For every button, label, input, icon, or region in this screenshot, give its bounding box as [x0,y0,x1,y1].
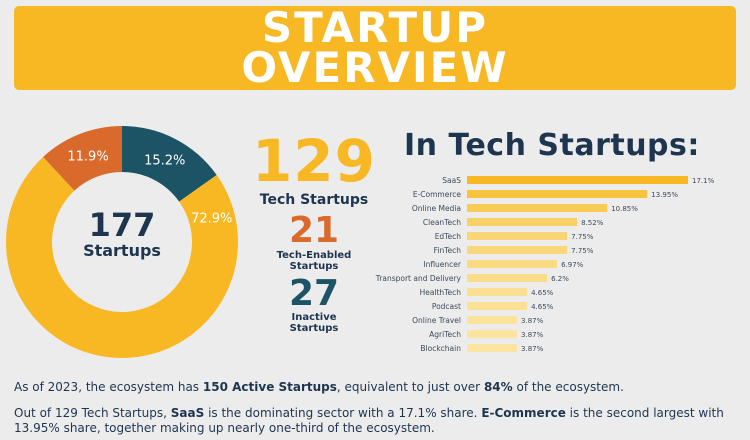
bar-transport-and-delivery [467,274,548,282]
title-banner: STARTUP OVERVIEW [14,6,736,90]
bar-value-label: 6.2% [551,275,569,283]
bar-value-label: 7.75% [571,247,594,255]
p2-ecommerce: E-Commerce [481,406,566,420]
bar-label: HealthTech [420,288,462,297]
bar-value-label: 7.75% [571,233,594,241]
donut-label-tech-enabled: 11.9% [67,149,108,164]
bar-e-commerce [467,190,648,198]
bar-agritech [467,330,518,338]
bar-label: Online Media [412,204,461,213]
page-title-line-1: STARTUP [261,3,489,52]
bar-value-label: 3.87% [521,331,544,339]
bar-label: AgriTech [429,330,461,339]
startup-stats: 129 Tech Startups 21 Tech-Enabled Startu… [244,130,384,334]
p1-text-a: As of 2023, the ecosystem has [14,380,203,394]
donut-slice-tech-enabled [43,126,122,191]
bar-label: Blockchain [420,344,461,353]
bar-value-label: 3.87% [521,345,544,353]
bar-label: Podcast [432,302,461,311]
inactive-count: 27 [288,273,340,314]
bar-label: E-Commerce [413,190,462,199]
p1-text-e: of the ecosystem. [512,380,624,394]
bar-value-label: 10.85% [611,205,638,213]
bar-value-label: 6.97% [561,261,584,269]
bar-value-label: 13.95% [651,191,678,199]
bar-label: Influencer [423,260,462,269]
p1-text-c: , equivalent to just over [336,380,484,394]
bar-value-label: 17.1% [692,177,715,185]
bar-label: Transport and Delivery [375,274,462,283]
p1-active-startups: 150 Active Startups [202,380,337,394]
tech-enabled-label-2: Startups [289,261,339,272]
inactive-label-1: Inactive [291,312,337,323]
donut-center: 177 Startups [4,208,240,260]
bar-value-label: 4.65% [531,303,554,311]
bar-online-media [467,204,608,212]
bar-blockchain [467,344,518,352]
bar-value-label: 3.87% [521,317,544,325]
donut-slice-tech [5,156,238,358]
tech-startups-label: Tech Startups [259,192,369,208]
bar-online-travel [467,316,518,324]
donut-total: 177 [88,206,156,244]
tech-enabled-count: 21 [288,210,340,251]
bar-label: Online Travel [412,316,461,325]
bar-influencer [467,260,558,268]
p2-text-a: Out of 129 Tech Startups, [14,406,171,420]
donut-total-label: Startups [83,241,161,260]
tech-startups-count: 129 [251,127,377,195]
bar-label: CleanTech [423,218,461,227]
bar-edtech [467,232,568,240]
tech-enabled-label-1: Tech-Enabled [276,250,352,261]
bar-chart-title: In Tech Startups: [404,128,700,163]
bar-cleantech [467,218,578,226]
donut-svg: 15.2% 72.9% 11.9% [5,126,238,358]
bar-label: SaaS [442,176,461,185]
summary-paragraph-2: Out of 129 Tech Startups, SaaS is the do… [14,406,740,436]
p2-saas: SaaS [170,406,205,420]
p2-text-e: is the second largest with 13.95% share,… [14,406,724,435]
donut-slice-inactive [122,126,217,202]
inactive-label-2: Startups [289,323,339,334]
bar-saas [467,176,688,184]
bar-value-label: 8.52% [581,219,604,227]
bar-value-label: 4.65% [531,289,554,297]
bar-label: FinTech [434,246,462,255]
bar-fintech [467,246,568,254]
bar-podcast [467,302,528,310]
p1-percent: 84% [483,380,513,394]
bar-healthtech [467,288,528,296]
bar-label: EdTech [435,232,462,241]
p2-text-c: is the dominating sector with a 17.1% sh… [204,406,482,420]
donut-label-inactive: 15.2% [144,153,185,168]
page-title-line-2: OVERVIEW [241,43,509,92]
donut-label-tech: 72.9% [191,212,232,227]
donut-chart: 15.2% 72.9% 11.9% 177 Startups [4,124,240,360]
summary-paragraph-1: As of 2023, the ecosystem has 150 Active… [14,380,740,395]
